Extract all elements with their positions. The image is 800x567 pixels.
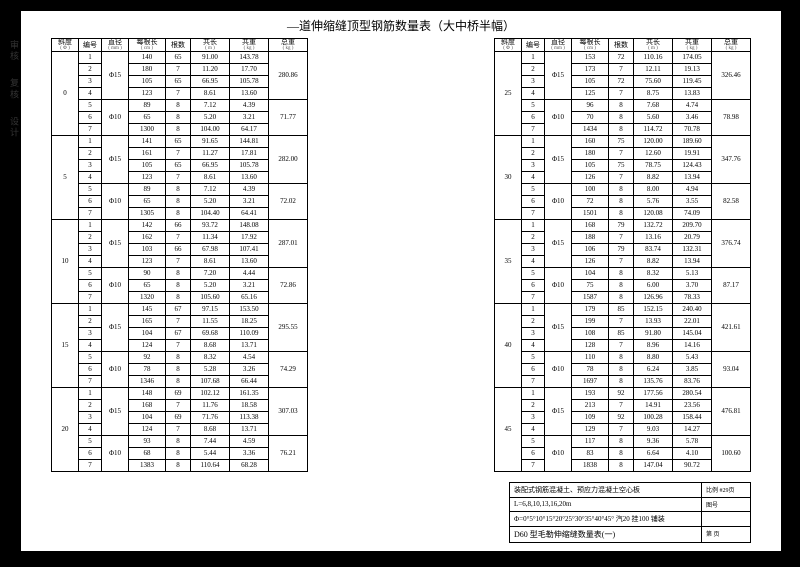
left-rebar-table: 斜度( Φ )编号直径( mm )每根长( cm )根数共长( m )共重( k… [51,38,308,472]
diameter-cell: Φ10 [545,100,572,136]
col-header: 根数 [166,39,191,52]
table-row: 5Φ109288.324.5474.29 [52,352,308,364]
group-total-cell: 87.17 [712,268,751,304]
angle-cell: 15 [52,304,79,388]
col-header: 直径( mm ) [545,39,572,52]
diameter-cell: Φ10 [545,436,572,472]
table-row: 5Φ109387.444.5976.21 [52,436,308,448]
group-total-cell: 476.81 [712,388,751,436]
group-total-cell: 76.21 [269,436,308,472]
col-header: 共重( kg ) [230,39,269,52]
table-row: 01Φ151406591.00143.78280.86 [52,52,308,64]
group-total-cell: 326.46 [712,52,751,100]
angle-cell: 10 [52,220,79,304]
angle-cell: 35 [495,220,522,304]
table-row: 5Φ108987.124.3972.02 [52,184,308,196]
drawing-sheet: —道伸缩缝顶型钢筋数量表（大中桥半幅） 斜度( Φ )编号直径( mm )每根长… [20,10,782,552]
diameter-cell: Φ10 [545,352,572,388]
note-line2: L=6,8,10,13,16,20m [510,498,702,511]
col-header: 根数 [609,39,634,52]
diameter-cell: Φ15 [545,220,572,268]
diameter-cell: Φ15 [545,136,572,184]
diameter-cell: Φ10 [102,184,129,220]
col-header: 总重( kg ) [712,39,751,52]
group-total-cell: 71.77 [269,100,308,136]
group-total-cell: 295.55 [269,304,308,352]
table-row: 101Φ151426693.72148.08287.01 [52,220,308,232]
note-line1: 装配式钢筋混凝土、预应力混凝土空心板 [510,483,702,497]
col-header: 斜度( Φ ) [495,39,522,52]
table-row: 201Φ1514869102.12161.35307.03 [52,388,308,400]
table-row: 5Φ1011088.805.4393.04 [495,352,751,364]
angle-cell: 5 [52,136,79,220]
group-total-cell: 421.61 [712,304,751,352]
diameter-cell: Φ15 [102,52,129,100]
diameter-cell: Φ15 [102,136,129,184]
note-line3: Φ=0°5°10°15°20°25°30°35°40°45° 汽20 挂100 … [510,512,702,526]
diameter-cell: Φ15 [545,304,572,352]
group-total-cell: 72.02 [269,184,308,220]
diameter-cell: Φ10 [545,268,572,304]
col-header: 共重( kg ) [673,39,712,52]
drawing-code: D60 型毛勒伸缩缝数量表(一) [510,527,702,542]
diameter-cell: Φ10 [102,100,129,136]
diameter-cell: Φ10 [102,268,129,304]
group-total-cell: 347.76 [712,136,751,184]
table-row: 251Φ1515372110.16174.05326.46 [495,52,751,64]
diameter-cell: Φ10 [545,184,572,220]
col-header: 斜度( Φ ) [52,39,79,52]
title-block: 装配式钢筋混凝土、预应力混凝土空心板比例 #29页 L=6,8,10,13,16… [509,482,751,543]
table-row: 5Φ109687.684.7478.98 [495,100,751,112]
angle-cell: 20 [52,388,79,472]
diameter-cell: Φ15 [545,388,572,436]
diameter-cell: Φ15 [102,388,129,436]
diameter-cell: Φ15 [102,220,129,268]
diameter-cell: Φ15 [102,304,129,352]
col-header: 共长( m ) [634,39,673,52]
group-total-cell: 93.04 [712,352,751,388]
table-row: 51Φ151416591.65144.81282.00 [52,136,308,148]
table-row: 5Φ1011789.365.78100.60 [495,436,751,448]
group-total-cell: 78.98 [712,100,751,136]
col-header: 编号 [79,39,102,52]
group-total-cell: 307.03 [269,388,308,436]
angle-cell: 0 [52,52,79,136]
table-row: 451Φ1519392177.56280.54476.81 [495,388,751,400]
group-total-cell: 287.01 [269,220,308,268]
col-header: 总重( kg ) [269,39,308,52]
col-header: 直径( mm ) [102,39,129,52]
angle-cell: 30 [495,136,522,220]
group-total-cell: 376.74 [712,220,751,268]
right-rebar-table: 斜度( Φ )编号直径( mm )每根长( cm )根数共长( m )共重( k… [494,38,751,472]
col-header: 编号 [522,39,545,52]
group-total-cell: 72.86 [269,268,308,304]
group-total-cell: 280.86 [269,52,308,100]
table-row: 301Φ1516075120.00189.60347.76 [495,136,751,148]
group-total-cell: 74.29 [269,352,308,388]
table-row: 351Φ1516879132.72209.70376.74 [495,220,751,232]
table-row: 5Φ1010488.325.1387.17 [495,268,751,280]
table-row: 401Φ1517985152.15240.40421.61 [495,304,751,316]
diameter-cell: Φ15 [545,52,572,100]
angle-cell: 40 [495,304,522,388]
group-total-cell: 100.60 [712,436,751,472]
col-header: 每根长( cm ) [572,39,609,52]
group-total-cell: 82.58 [712,184,751,220]
col-header: 每根长( cm ) [129,39,166,52]
table-row: 5Φ1010088.004.9482.58 [495,184,751,196]
angle-cell: 45 [495,388,522,472]
table-row: 151Φ151456797.15153.50295.55 [52,304,308,316]
angle-cell: 25 [495,52,522,136]
col-header: 共长( m ) [191,39,230,52]
table-row: 5Φ109087.204.4472.86 [52,268,308,280]
sheet-title: —道伸缩缝顶型钢筋数量表（大中桥半幅） [21,11,781,38]
table-row: 5Φ108987.124.3971.77 [52,100,308,112]
group-total-cell: 282.00 [269,136,308,184]
diameter-cell: Φ10 [102,352,129,388]
diameter-cell: Φ10 [102,436,129,472]
